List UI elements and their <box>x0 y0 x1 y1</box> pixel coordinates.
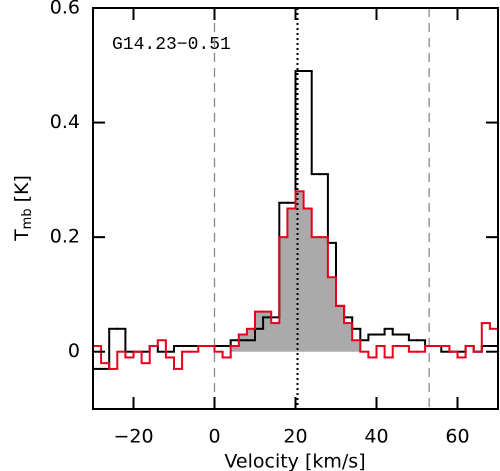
x-tick-label: 40 <box>364 426 388 448</box>
y-label-main: T <box>11 229 33 242</box>
shaded-area <box>230 345 240 352</box>
shaded-area <box>279 237 288 352</box>
shaded-area <box>238 334 248 352</box>
shaded-area <box>263 311 272 352</box>
shaded-area <box>352 340 361 352</box>
x-tick-label: 60 <box>445 426 469 448</box>
y-label-sub: mb <box>20 208 35 229</box>
shaded-area <box>344 323 353 352</box>
y-tick-label: 0.2 <box>50 226 80 248</box>
x-axis-label: Velocity [km/s] <box>224 451 365 471</box>
shaded-area <box>295 191 305 352</box>
shaded-area <box>271 323 280 352</box>
y-label-unit: [K] <box>11 175 33 208</box>
shaded-area <box>311 237 321 352</box>
shaded-area <box>336 305 345 352</box>
y-tick-label: 0.4 <box>50 111 80 133</box>
shaded-area <box>287 208 296 352</box>
y-tick-label: 0.6 <box>50 0 80 19</box>
shaded-area <box>255 311 264 352</box>
y-axis-label: Tmb [K] <box>11 175 35 242</box>
y-tick-label: 0 <box>68 340 80 362</box>
series <box>92 190 499 370</box>
shaded-area <box>319 237 329 352</box>
x-tick-label: 20 <box>283 426 307 448</box>
annotation: G14.23−0.51 <box>112 35 231 55</box>
x-tick-label: 0 <box>208 426 220 448</box>
shaded-area <box>303 208 313 352</box>
shaded-area <box>327 277 337 352</box>
x-tick-label: −20 <box>113 426 153 448</box>
